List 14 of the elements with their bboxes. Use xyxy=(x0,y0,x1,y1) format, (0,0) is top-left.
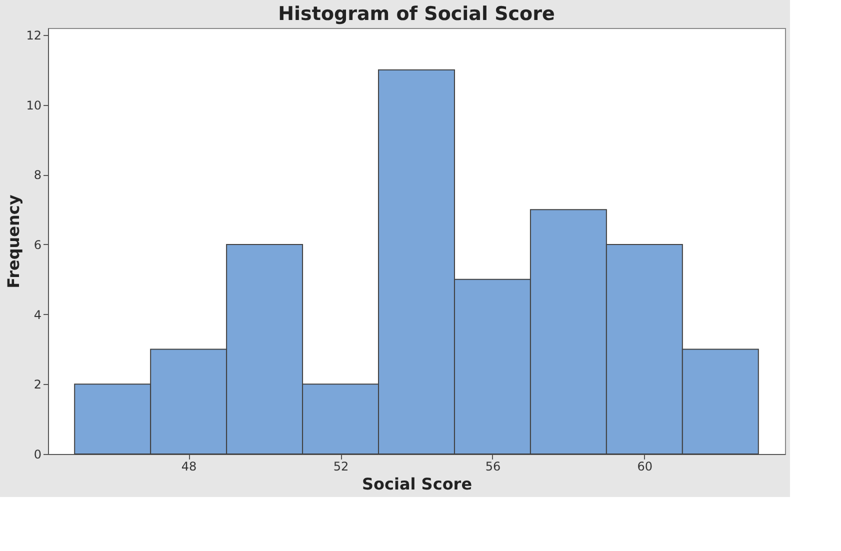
chart-title: Histogram of Social Score xyxy=(278,3,555,25)
y-tick-label: 0 xyxy=(34,448,42,462)
y-tick-label: 12 xyxy=(26,28,42,42)
x-axis-title: Social Score xyxy=(362,474,472,494)
y-axis-title: Frequency xyxy=(4,194,24,288)
y-tick-label: 10 xyxy=(26,98,42,112)
y-tick-label: 2 xyxy=(34,378,42,392)
x-tick-label: 52 xyxy=(333,460,349,474)
x-tick-label: 60 xyxy=(637,460,653,474)
y-tick-label: 6 xyxy=(34,238,42,252)
y-tick-label: 4 xyxy=(34,308,42,322)
x-tick-label: 48 xyxy=(181,460,197,474)
y-tick-label: 8 xyxy=(34,168,42,182)
x-tick-label: 56 xyxy=(485,460,501,474)
